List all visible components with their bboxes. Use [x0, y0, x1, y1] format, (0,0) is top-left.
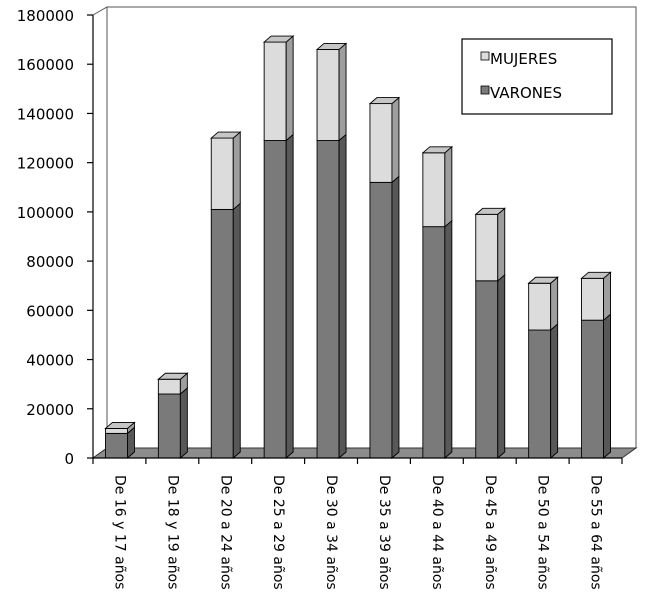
bar-side — [391, 96, 400, 184]
x-tick-label: De 25 a 29 años — [270, 475, 286, 590]
x-tick-label: De 50 a 54 años — [535, 475, 551, 590]
bar-segment-varones — [157, 387, 188, 459]
y-tick-label: 20000 — [26, 401, 74, 419]
legend-label-varones: VARONES — [490, 84, 562, 102]
bar-segment-mujeres — [262, 35, 295, 142]
bar-front — [475, 280, 499, 459]
bar-segment-varones — [528, 323, 559, 459]
y-tick-label: 160000 — [17, 56, 74, 74]
legend-label-mujeres: MUJERES — [490, 50, 557, 68]
bar-side — [338, 133, 347, 459]
legend-box — [461, 38, 613, 115]
bar-side — [550, 323, 559, 459]
bar-top — [368, 97, 401, 105]
bar-side — [497, 207, 506, 282]
y-tick-label: 80000 — [26, 253, 74, 271]
bar-front — [104, 432, 128, 459]
bar-segment-mujeres — [157, 372, 189, 395]
y-tick-label: 60000 — [26, 302, 74, 320]
bar-side — [444, 219, 453, 459]
bar-segment-mujeres — [421, 145, 454, 228]
bar-side — [232, 202, 241, 459]
y-tick-label: 180000 — [17, 7, 74, 25]
y-tick-label: 140000 — [17, 105, 74, 123]
bar-top — [421, 146, 454, 154]
bar-front — [316, 49, 340, 141]
bar-segment-varones — [316, 133, 347, 459]
x-tick-label: De 20 a 24 años — [217, 475, 233, 590]
bar-side — [603, 271, 611, 322]
bar-segment-varones — [210, 202, 241, 459]
bar-top — [580, 271, 612, 279]
x-tick-label: De 40 a 44 años — [429, 475, 445, 590]
back-wall — [107, 6, 637, 448]
bar-top — [104, 422, 136, 429]
legend-swatch-mujeres — [480, 51, 490, 61]
bar-front — [210, 208, 234, 459]
legend-swatch-varones — [480, 85, 490, 95]
bar-front — [316, 140, 340, 459]
bar-side — [550, 276, 559, 332]
bar-front — [422, 226, 446, 459]
bar-segment-mujeres — [580, 271, 612, 322]
bar-segment-varones — [369, 175, 400, 459]
bar-segment-mujeres — [368, 96, 401, 184]
bar-side — [603, 313, 611, 459]
bar-top — [315, 43, 348, 50]
y-tick-label: 120000 — [17, 155, 74, 173]
bar-front — [157, 378, 181, 395]
bar-front — [581, 277, 604, 321]
bar-front — [157, 393, 181, 459]
bar-side — [391, 175, 400, 459]
side-wall — [92, 6, 108, 459]
bar-front — [475, 213, 499, 282]
bar-front — [422, 152, 446, 228]
bar-segment-mujeres — [104, 421, 136, 435]
bar-front — [528, 282, 552, 331]
legend: MUJERES VARONES — [461, 38, 613, 115]
bar-front — [104, 428, 128, 434]
bar-segment-mujeres — [527, 276, 559, 332]
bar-segment-varones — [475, 273, 506, 459]
bar-segment-mujeres — [474, 207, 506, 282]
axes — [87, 14, 623, 464]
bars — [104, 35, 612, 459]
bar-segment-varones — [263, 133, 294, 459]
bar-segment-varones — [581, 313, 611, 459]
bar-top — [210, 131, 242, 139]
bar-side — [285, 35, 294, 142]
bar-front — [369, 103, 393, 183]
bar-segment-varones — [422, 219, 453, 459]
x-tick-label: De 30 a 34 años — [323, 475, 339, 590]
bar-side — [232, 131, 241, 211]
bar-side — [285, 133, 294, 459]
bar-front — [369, 181, 393, 459]
bar-front — [581, 319, 604, 459]
x-tick-labels: De 16 y 17 años De 18 y 19 años De 20 a 24… — [111, 475, 603, 590]
bar-side — [444, 145, 453, 228]
bar-segment-mujeres — [315, 42, 348, 142]
x-tick-label: De 55 a 64 años — [588, 475, 604, 590]
y-tick-label: 100000 — [17, 204, 74, 222]
bar-top — [474, 207, 506, 215]
x-tick-label: De 45 a 49 años — [482, 475, 498, 590]
bar-segment-mujeres — [210, 131, 242, 211]
bar-front — [528, 329, 552, 459]
bar-side — [497, 273, 506, 459]
x-tick-label: De 18 y 19 años — [164, 475, 180, 589]
bar-front — [263, 41, 287, 141]
x-tick-label: De 35 a 39 años — [376, 475, 392, 590]
y-tick-label: 0 — [64, 450, 74, 468]
bar-top — [262, 35, 295, 43]
bar-top — [527, 276, 559, 284]
y-tick-label: 40000 — [26, 352, 74, 370]
y-tick-labels: 0 20000 40000 60000 80000 100000 120000 140000 1… — [17, 7, 74, 468]
bar-side — [179, 387, 188, 459]
bar-front — [210, 137, 234, 210]
bar-side — [338, 42, 347, 142]
x-tick-label: De 16 y 17 años — [111, 475, 127, 589]
bar-top — [157, 372, 189, 380]
bar-front — [263, 140, 287, 459]
